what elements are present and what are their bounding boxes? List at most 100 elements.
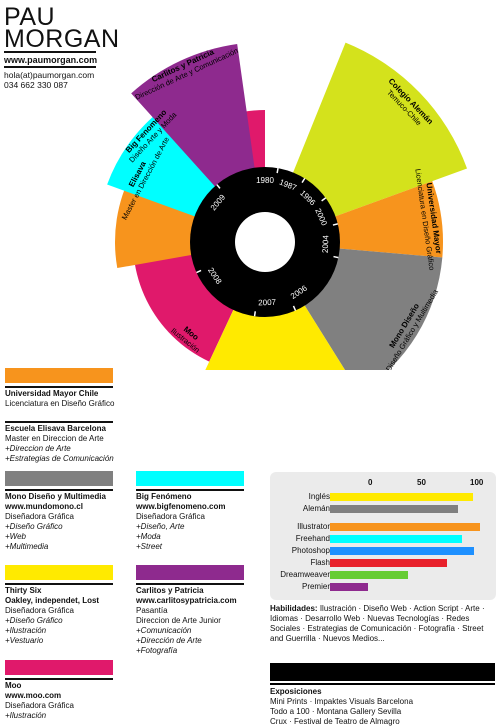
year-label: 2007 xyxy=(258,298,277,308)
entry-line: +Web xyxy=(5,532,26,541)
skill-bar xyxy=(330,523,480,531)
skill-bar xyxy=(330,583,368,591)
separator xyxy=(5,386,113,388)
entry-line: Diseñadora Gráfica xyxy=(5,512,74,521)
year-tick xyxy=(216,184,221,189)
website-link[interactable]: www.paumorgan.com xyxy=(4,55,98,65)
separator xyxy=(136,583,244,585)
skill-label: Freehand xyxy=(295,534,330,543)
scale-label: 100 xyxy=(470,478,484,487)
entry-title: Escuela Elisava Barcelona xyxy=(5,424,106,433)
wheel-sector-colegio xyxy=(291,42,468,219)
habilidades-label: Habilidades: xyxy=(270,604,318,613)
skill-bar xyxy=(330,571,408,579)
habilidades: Habilidades: Ilustración · Diseño Web · … xyxy=(270,604,495,644)
entry-line: Direccion de Arte Junior xyxy=(136,616,221,625)
entry-title: Mono Diseño y Multimedia xyxy=(5,492,106,501)
entry-line: Diseñadora Gráfica xyxy=(5,606,74,615)
entry-line: +Street xyxy=(136,542,163,551)
entry-line: +Estrategias de Comunicación xyxy=(5,454,114,463)
separator xyxy=(5,678,113,680)
color-bar xyxy=(5,471,113,486)
entry-line: +Diseño Gráfico xyxy=(5,616,63,625)
entry-line: Master en Direccion de Arte xyxy=(5,434,104,443)
entry-mayor: Universidad Mayor Chile Licenciatura en … xyxy=(5,368,114,409)
wheel-sector-bigfenomeno xyxy=(107,96,230,219)
entry-url[interactable]: www.carlitosypatricia.com xyxy=(136,596,237,605)
entry-title: Moo xyxy=(5,681,22,690)
wheel-sector-mayor xyxy=(330,181,444,258)
skill-bar xyxy=(330,547,474,555)
scale-label: 50 xyxy=(417,478,426,487)
habilidades-text: Ilustración · Diseño Web · Action Script… xyxy=(270,604,485,643)
entry-line: +Multimedia xyxy=(5,542,49,551)
separator xyxy=(270,683,495,685)
skill-bar xyxy=(330,493,473,501)
wheel-sector-mono xyxy=(302,248,443,370)
entry-thirty: Thirty Six Oakley, independet, Lost Dise… xyxy=(5,565,113,646)
color-bar xyxy=(5,660,113,675)
skill-label: Flash xyxy=(310,558,330,567)
year-tick xyxy=(321,197,327,202)
entry-moo: Moo www.moo.com Diseñadora Gráfica +Ilus… xyxy=(5,660,113,721)
entry-line: Diseñadora Gráfica xyxy=(5,701,74,710)
entry-url[interactable]: www.bigfenomeno.com xyxy=(136,502,226,511)
skill-bar xyxy=(330,535,462,543)
phone-text: 034 662 330 087 xyxy=(4,80,68,90)
entry-mono: Mono Diseño y Multimedia www.mundomono.c… xyxy=(5,471,113,552)
exposiciones: Exposiciones Mini Prints · Impaktes Visu… xyxy=(270,663,495,727)
entry-big: Big Fenómeno www.bigfenomeno.com Diseñad… xyxy=(136,471,244,552)
entry-line: +Diseño Gráfico xyxy=(5,522,63,531)
entry-line: +Ilustración xyxy=(5,711,47,720)
entry-line: Oakley, independet, Lost xyxy=(5,596,100,605)
wheel-sector-carlitos xyxy=(131,43,256,190)
exposiciones-title: Exposiciones xyxy=(270,687,322,696)
header: PAU MORGAN www.paumorgan.com hola(at)pau… xyxy=(4,5,120,90)
entry-line: +Vestuario xyxy=(5,636,44,645)
entry-line: Licenciatura en Diseño Gráfico xyxy=(5,399,115,408)
email-text: hola(at)paumorgan.com xyxy=(4,70,95,80)
entry-line: +Ilustración xyxy=(5,626,47,635)
wheel-hole xyxy=(235,212,295,272)
skill-label: Dreamweaver xyxy=(280,570,330,579)
separator xyxy=(5,489,113,491)
skill-bar xyxy=(330,559,447,567)
skill-label: Photoshop xyxy=(291,546,330,555)
entry-title: Big Fenómeno xyxy=(136,492,192,501)
entry-line: +Diseño, Arte xyxy=(136,522,185,531)
timeline-wheel: 1980 19871996200020042006200720082009Cole… xyxy=(107,42,468,370)
skill-label: Premier xyxy=(301,582,330,591)
entry-line: +Moda xyxy=(136,532,161,541)
expo-line: Mini Prints · Impaktes Visuals Barcelona xyxy=(270,697,414,706)
color-bar xyxy=(136,565,244,580)
name-last: MORGAN xyxy=(4,25,120,53)
year-tick xyxy=(292,305,297,311)
expo-line: Crux · Festival de Teatro de Almagro xyxy=(270,717,400,726)
year-label: 1980 xyxy=(256,176,274,185)
separator xyxy=(136,489,244,491)
expo-line: Todo a 100 · Montana Gallery Sevilla xyxy=(270,707,402,716)
entry-title: Universidad Mayor Chile xyxy=(5,389,99,398)
entry-carlitos: Carlitos y Patricia www.carlitosypatrici… xyxy=(136,565,244,656)
entry-line: +Fotografía xyxy=(136,646,178,655)
entry-title: Thirty Six xyxy=(5,586,42,595)
wheel-sector-thirtysix xyxy=(205,301,345,370)
header-rule xyxy=(4,51,96,53)
skill-label: Inglés xyxy=(308,492,330,501)
entry-title: Carlitos y Patricia xyxy=(136,586,204,595)
skill-bar xyxy=(330,505,458,513)
skill-label: Alemán xyxy=(302,504,330,513)
entry-line: +Dirección de Arte xyxy=(136,636,202,645)
entry-url[interactable]: www.mundomono.cl xyxy=(5,502,83,511)
year-label: 2004 xyxy=(321,235,331,254)
skills-panel: 0 50 100 Inglés Alemán Illustrator Freehand… xyxy=(270,472,496,600)
entry-line: Pasantía xyxy=(136,606,168,615)
entry-line: Diseñadora Gráfica xyxy=(136,512,205,521)
year-tick xyxy=(253,311,257,317)
entry-line: +Comunicación xyxy=(136,626,192,635)
color-bar xyxy=(5,368,113,383)
year-tick xyxy=(333,255,339,259)
year-tick xyxy=(276,168,279,174)
entry-url[interactable]: www.moo.com xyxy=(5,691,62,700)
entry-line: +Direccion de Arte xyxy=(5,444,71,453)
